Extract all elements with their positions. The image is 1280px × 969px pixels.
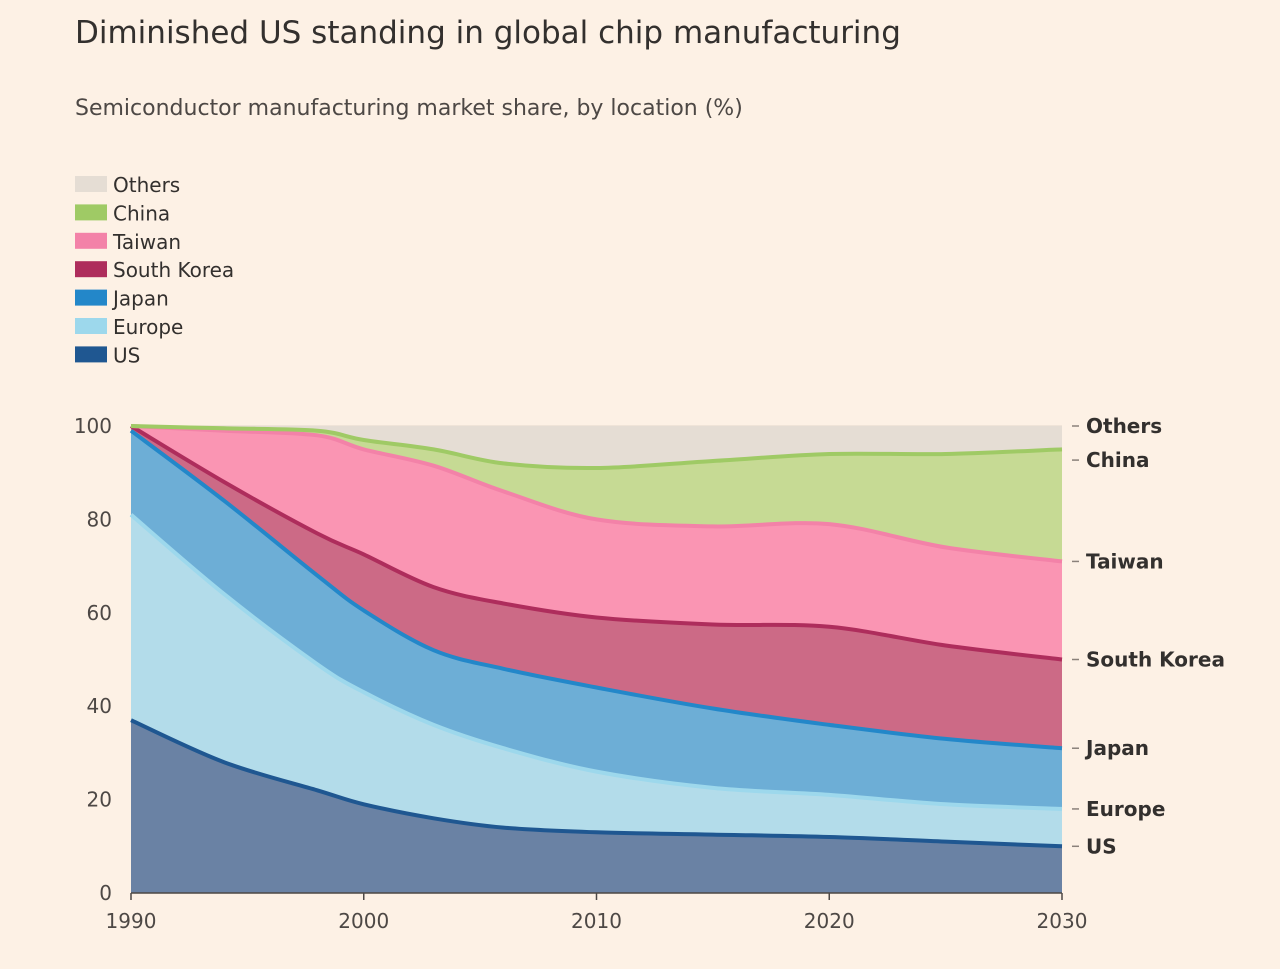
legend-label-europe: Europe xyxy=(113,315,183,339)
area-china xyxy=(131,426,1062,562)
x-tick-label-2020: 2020 xyxy=(804,909,855,933)
series-lines xyxy=(129,424,1063,849)
legend-label-others: Others xyxy=(113,173,180,197)
y-tick-label-100: 100 xyxy=(74,414,112,438)
legend-label-us: US xyxy=(113,343,140,367)
line-japan xyxy=(129,429,1063,751)
area-japan xyxy=(131,430,1062,809)
x-tick-label-2030: 2030 xyxy=(1037,909,1088,933)
line-us xyxy=(130,718,1063,849)
chart-title: Diminished US standing in global chip ma… xyxy=(75,15,901,51)
x-tick-label-2010: 2010 xyxy=(571,909,622,933)
y-tick-label-80: 80 xyxy=(87,507,112,531)
line-taiwan xyxy=(130,424,1063,564)
legend: Others China Taiwan South Korea Japan Europe U… xyxy=(75,173,234,367)
line-europe xyxy=(129,513,1063,811)
end-label-others: Others xyxy=(1086,414,1162,438)
end-label-europe: Europe xyxy=(1086,797,1165,821)
end-label-japan: Japan xyxy=(1084,736,1149,760)
end-labels: US Europe Japan South Korea Taiwan China Other… xyxy=(1072,414,1225,858)
legend-item-us: US xyxy=(75,343,140,367)
end-label-taiwan: Taiwan xyxy=(1086,549,1164,573)
legend-item-south-korea: South Korea xyxy=(75,258,234,282)
axes: 0 20 40 60 80 100 1990 2000 2010 2020 2030 xyxy=(74,414,1088,933)
legend-swatch-us xyxy=(75,346,107,363)
y-tick-label-40: 40 xyxy=(87,694,112,718)
legend-swatch-japan xyxy=(75,289,107,306)
area-us xyxy=(131,720,1062,893)
legend-label-south-korea: South Korea xyxy=(113,258,234,282)
area-others xyxy=(131,426,1062,469)
y-tick-label-60: 60 xyxy=(87,601,112,625)
legend-swatch-taiwan xyxy=(75,232,107,249)
area-south-korea xyxy=(131,426,1062,749)
legend-item-taiwan: Taiwan xyxy=(75,230,181,254)
line-china xyxy=(130,424,1063,471)
legend-item-china: China xyxy=(75,201,170,225)
end-label-us: US xyxy=(1086,834,1117,858)
x-tick-label-2000: 2000 xyxy=(338,909,389,933)
legend-swatch-europe xyxy=(75,318,107,334)
legend-item-others: Others xyxy=(75,173,180,197)
end-label-south-korea: South Korea xyxy=(1086,648,1225,672)
legend-label-taiwan: Taiwan xyxy=(112,230,181,254)
legend-label-china: China xyxy=(113,201,170,225)
y-tick-label-0: 0 xyxy=(99,881,112,905)
x-tick-label-1990: 1990 xyxy=(106,909,157,933)
area-europe xyxy=(131,514,1062,847)
line-south-korea xyxy=(129,424,1063,662)
chart-subtitle: Semiconductor manufacturing market share… xyxy=(75,96,743,121)
legend-item-japan: Japan xyxy=(75,287,169,311)
legend-swatch-others xyxy=(75,176,107,192)
legend-item-europe: Europe xyxy=(75,315,183,339)
stacked-areas xyxy=(131,426,1062,893)
legend-label-japan: Japan xyxy=(111,287,169,311)
end-label-china: China xyxy=(1086,448,1150,472)
area-taiwan xyxy=(131,426,1062,660)
y-tick-label-20: 20 xyxy=(87,788,112,812)
legend-swatch-south-korea xyxy=(75,261,107,278)
legend-swatch-china xyxy=(75,204,107,221)
